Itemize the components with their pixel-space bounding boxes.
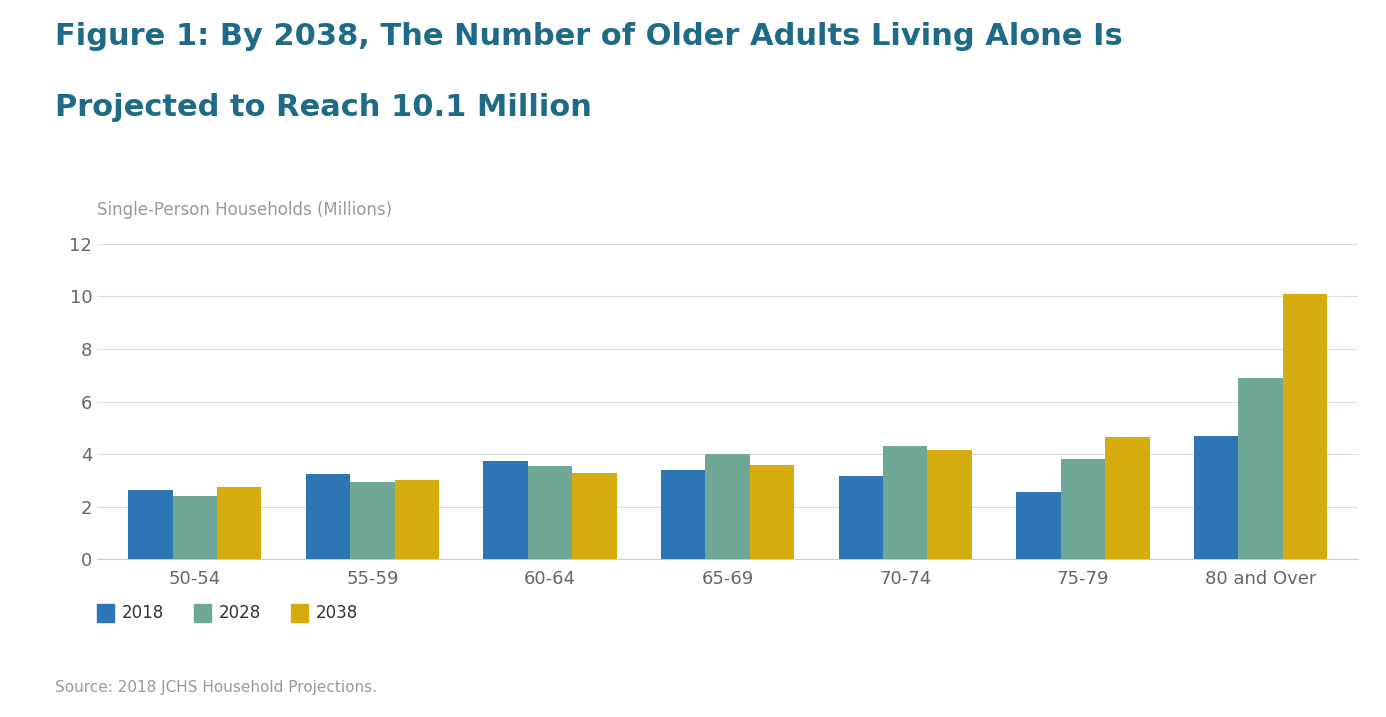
Text: 2018: 2018 — [122, 604, 164, 622]
Bar — [839, 477, 883, 559]
Bar — [883, 446, 927, 559]
Bar — [1238, 378, 1283, 559]
Text: 2028: 2028 — [219, 604, 261, 622]
Bar — [1060, 460, 1105, 559]
Text: Projected to Reach 10.1 Million: Projected to Reach 10.1 Million — [55, 93, 592, 122]
Bar — [661, 470, 705, 559]
Text: Figure 1: By 2038, The Number of Older Adults Living Alone Is: Figure 1: By 2038, The Number of Older A… — [55, 22, 1123, 50]
Bar — [750, 465, 794, 559]
Bar — [1283, 294, 1328, 559]
Bar — [351, 482, 395, 559]
Text: 2038: 2038 — [316, 604, 358, 622]
Bar — [306, 474, 351, 559]
Bar — [484, 461, 528, 559]
Text: Single-Person Households (Millions): Single-Person Households (Millions) — [97, 201, 392, 219]
Bar — [395, 480, 439, 559]
Bar — [172, 496, 218, 559]
Bar — [1016, 493, 1060, 559]
Text: Source: 2018 JCHS Household Projections.: Source: 2018 JCHS Household Projections. — [55, 680, 377, 695]
Bar — [218, 487, 262, 559]
Bar — [128, 490, 172, 559]
Bar — [1105, 437, 1149, 559]
Bar — [528, 466, 572, 559]
Bar — [705, 454, 750, 559]
Bar — [927, 450, 972, 559]
Bar — [1193, 436, 1238, 559]
Bar — [572, 473, 617, 559]
